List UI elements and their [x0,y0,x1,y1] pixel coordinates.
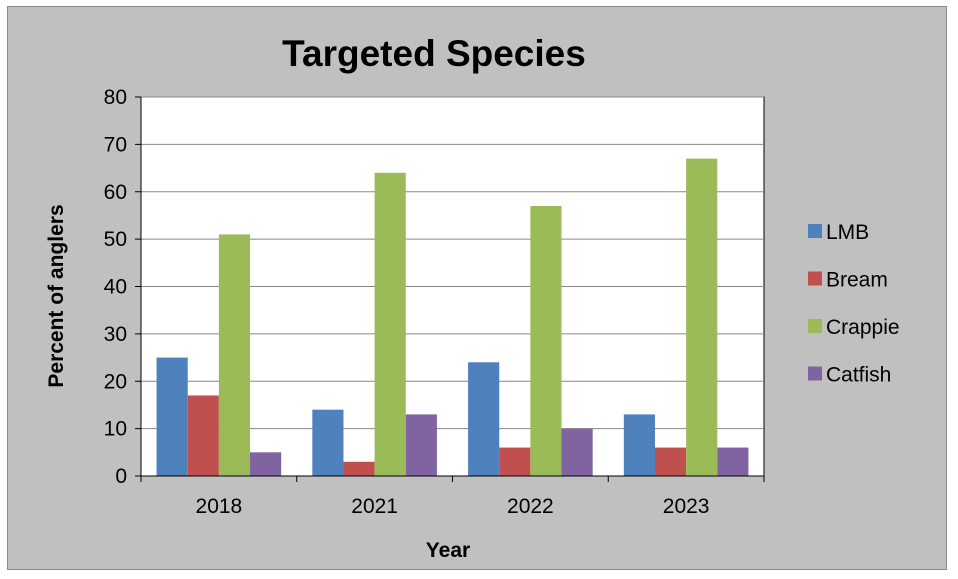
x-tick-label-2021: 2021 [351,495,398,518]
y-tick-label-10: 10 [104,418,127,441]
bars [156,158,749,477]
bar-catfish-2022 [561,428,593,476]
x-tick-labels: 2018 2021 2022 2023 [196,495,710,518]
legend-swatch-bream [808,271,822,286]
x-axis-title: Year [426,539,470,562]
bar-crappie-2023 [686,158,718,476]
legend-swatch-lmb [808,224,822,238]
y-tick-label-0: 0 [115,465,127,488]
bar-lmb-2023 [623,414,655,476]
y-tick-label-70: 70 [104,133,127,156]
x-tick-label-2022: 2022 [507,495,554,518]
chart-title: Targeted Species [282,33,586,74]
legend-label-bream: Bream [826,269,888,292]
bar-catfish-2023 [717,447,749,476]
y-tick-label-30: 30 [104,323,127,346]
x-tick-label-2018: 2018 [196,495,243,518]
legend: LMB Bream Crappie Catfish [808,221,900,387]
y-tick-label-60: 60 [104,181,127,204]
axes [135,96,765,482]
x-tick-label-2023: 2023 [663,495,710,518]
bar-crappie-2021 [374,172,406,477]
y-axis-title: Percent of anglers [45,204,68,387]
bar-lmb-2018 [156,357,188,476]
legend-label-catfish: Catfish [826,364,891,387]
y-tick-labels: 0 10 20 30 40 50 60 70 80 [104,86,127,488]
bar-bream-2022 [499,447,531,476]
bar-lmb-2021 [312,409,344,476]
y-tick-label-20: 20 [104,370,127,393]
bar-bream-2023 [654,447,687,476]
bar-catfish-2018 [250,452,282,476]
bar-bream-2021 [343,461,375,476]
y-tick-label-40: 40 [104,276,127,299]
legend-swatch-crappie [808,319,822,333]
y-tick-label-80: 80 [104,86,127,109]
bar-crappie-2018 [218,234,251,476]
legend-label-crappie: Crappie [826,316,900,339]
legend-swatch-catfish [808,366,822,381]
bar-bream-2018 [187,395,219,476]
legend-label-lmb: LMB [826,221,869,244]
bar-crappie-2022 [530,205,562,476]
bar-lmb-2022 [468,362,500,476]
y-tick-label-50: 50 [104,228,127,251]
bar-catfish-2021 [405,414,437,476]
